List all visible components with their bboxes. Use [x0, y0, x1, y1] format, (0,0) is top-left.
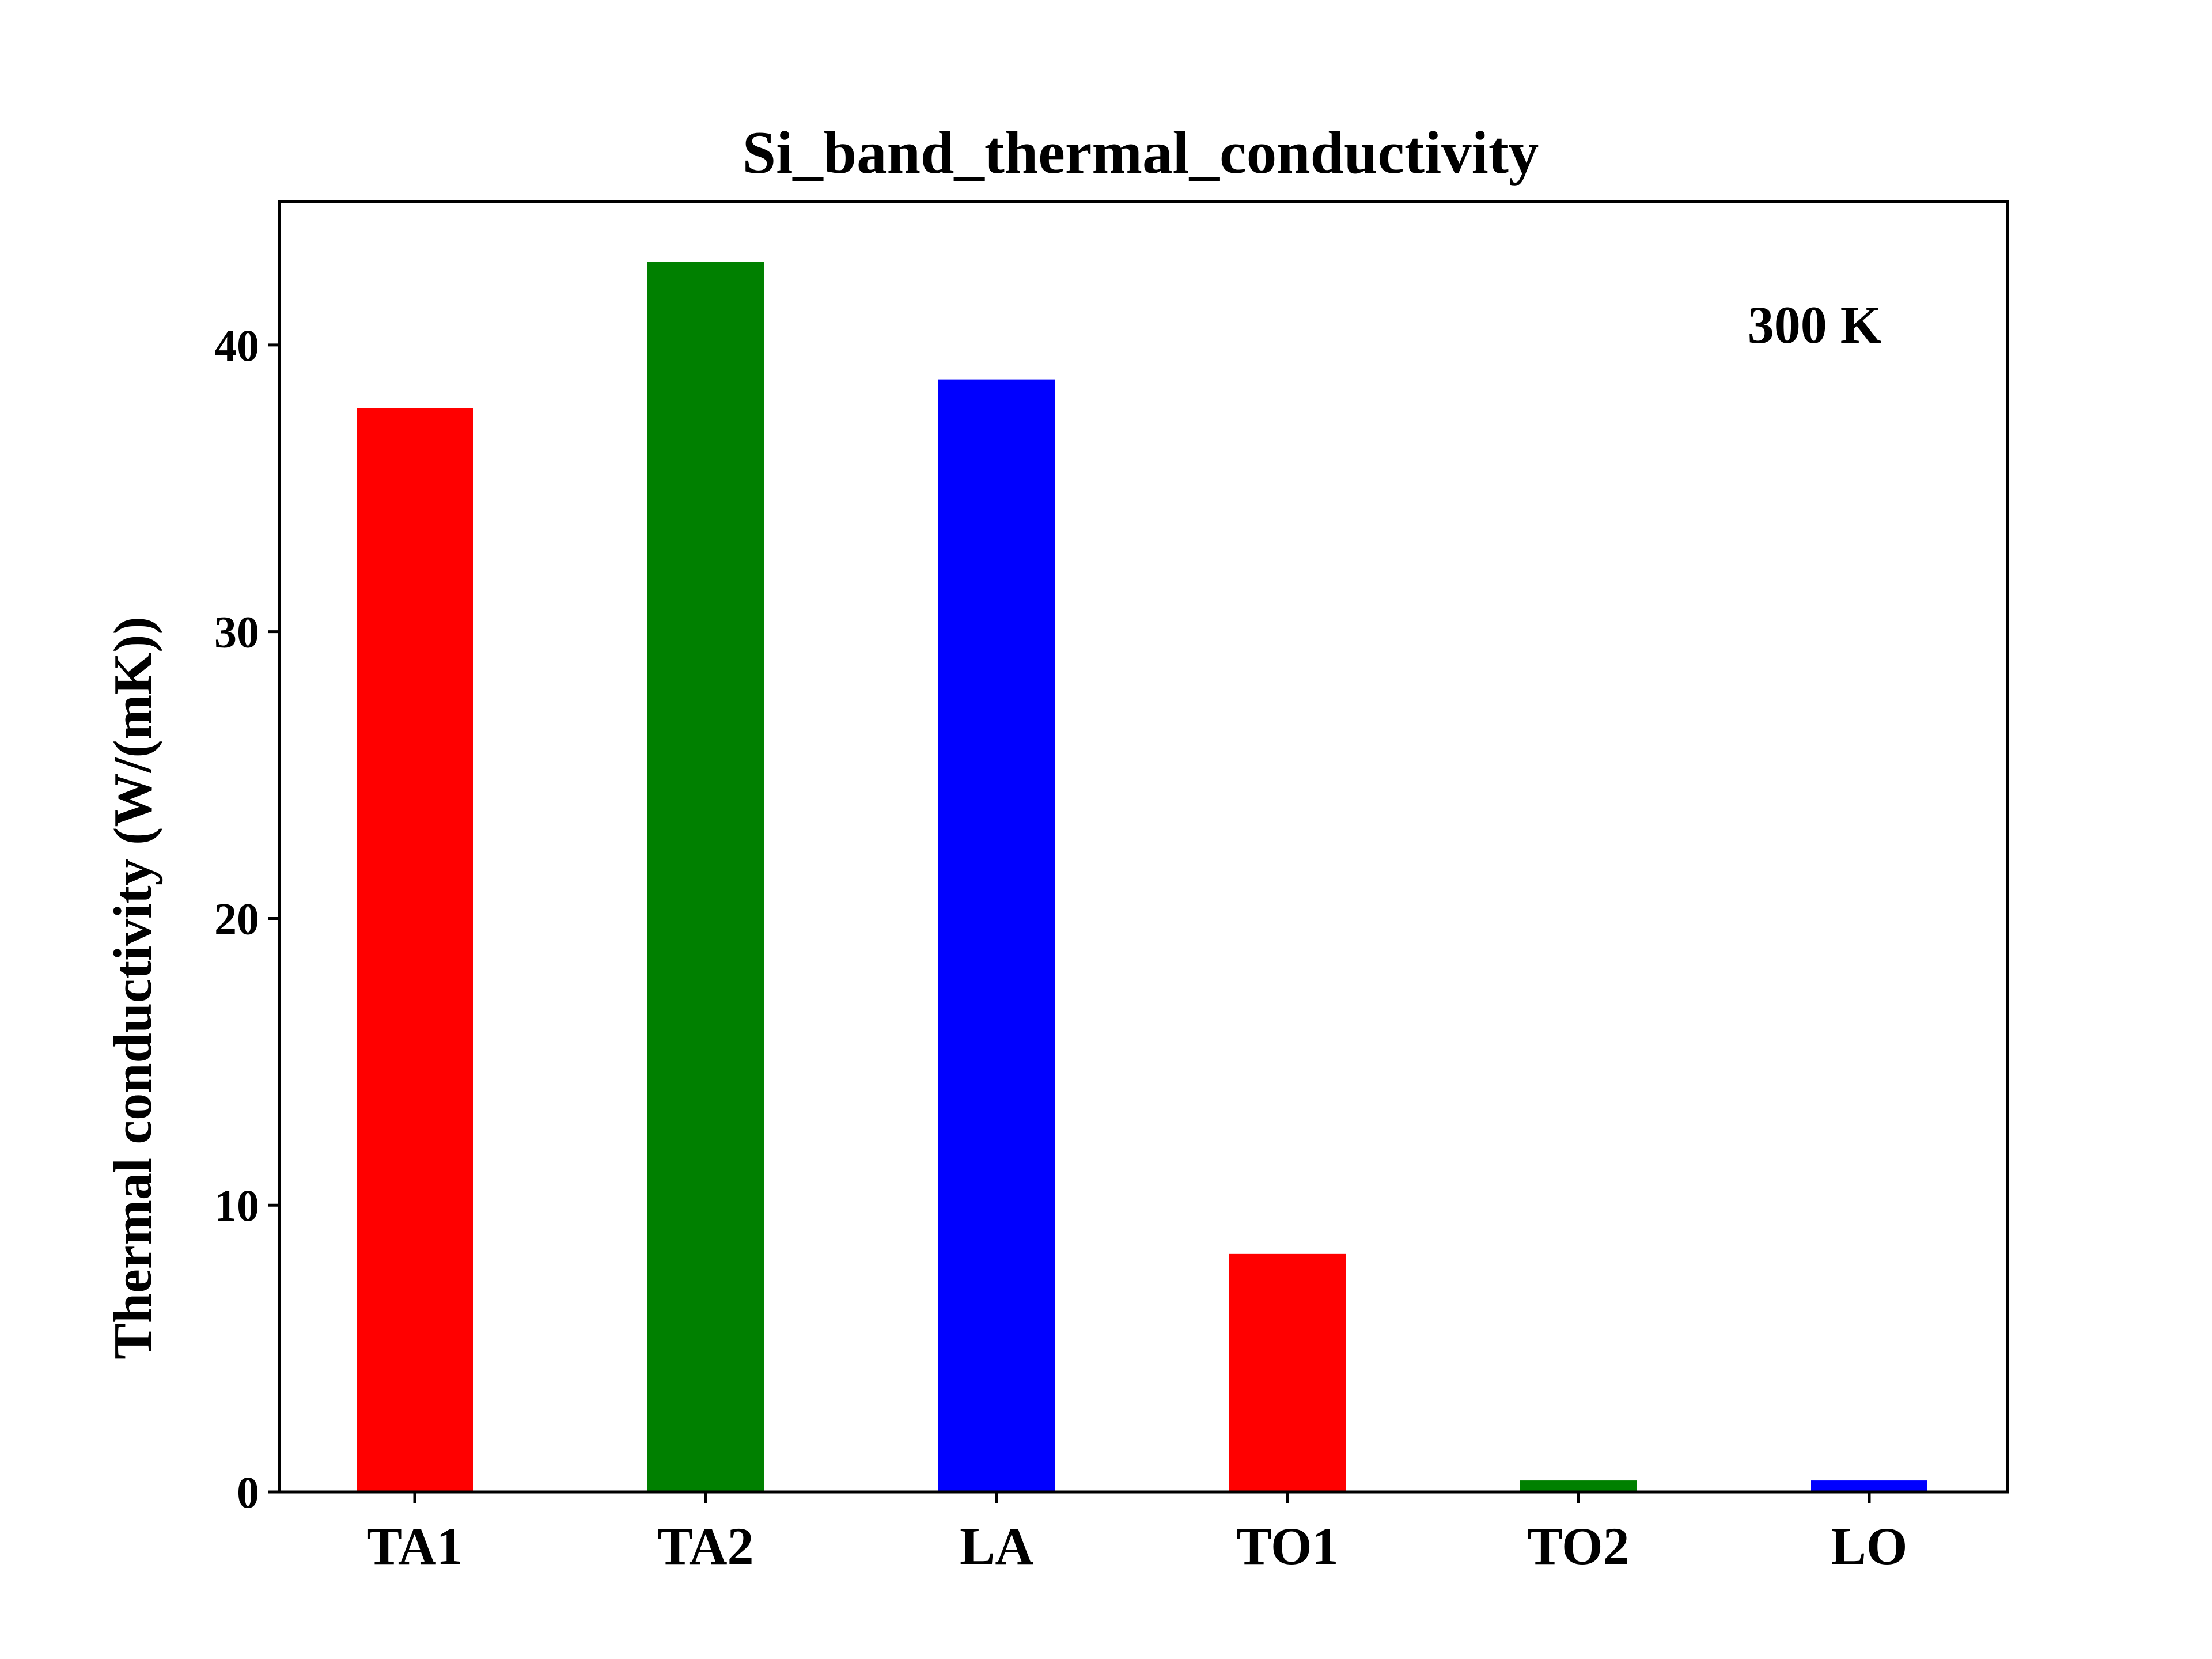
- y-tick-label: 20: [214, 893, 259, 944]
- x-tick-label-ta1: TA1: [367, 1517, 463, 1575]
- y-tick-label: 0: [237, 1467, 259, 1517]
- y-tick-label: 40: [214, 320, 259, 370]
- bar-lo: [1811, 1480, 1927, 1492]
- y-tick-label: 10: [214, 1180, 259, 1230]
- chart-title: Si_band_thermal_conductivity: [743, 119, 1539, 186]
- bar-la: [938, 379, 1055, 1492]
- x-tick-label-lo: LO: [1831, 1517, 1908, 1575]
- bar-to2: [1520, 1480, 1637, 1492]
- x-tick-label-la: LA: [960, 1517, 1033, 1575]
- bar-ta2: [647, 262, 764, 1493]
- y-tick-label: 30: [214, 607, 259, 657]
- x-tick-label-to1: TO1: [1236, 1517, 1338, 1575]
- x-tick-label-ta2: TA2: [658, 1517, 754, 1575]
- plot-area: 0 10 20 30 40 TA1 TA2 LA TO1 TO2 LO: [214, 200, 2009, 1575]
- x-tick-label-to2: TO2: [1527, 1517, 1629, 1575]
- bar-ta1: [357, 408, 473, 1492]
- y-axis-label: Thermal conductivity (W/(mK)): [103, 616, 163, 1359]
- axes-frame: [278, 200, 2009, 1494]
- temperature-annotation: 300 K: [1748, 296, 1882, 354]
- bar-to1: [1229, 1253, 1346, 1492]
